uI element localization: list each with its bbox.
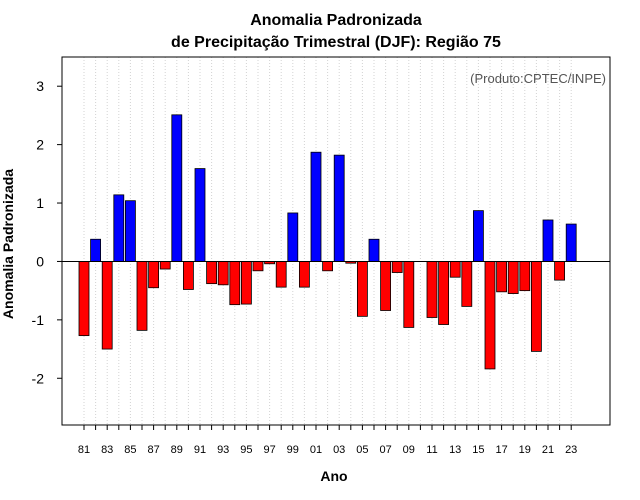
bar-95 <box>240 261 252 305</box>
source-annotation: (Produto:CPTEC/INPE) <box>470 71 606 86</box>
bar-06 <box>368 238 380 262</box>
bar-86 <box>136 261 148 331</box>
bar-03 <box>333 154 345 262</box>
bar-87 <box>148 261 160 289</box>
bar-09 <box>403 261 415 328</box>
x-tick-label: 89 <box>171 444 183 456</box>
y-tick-label: 0 <box>36 253 44 269</box>
x-tick-label: 95 <box>240 444 252 456</box>
x-tick-label: 03 <box>333 444 345 456</box>
x-tick-label: 87 <box>147 444 159 456</box>
bar-16 <box>484 261 496 370</box>
x-tick-label: 91 <box>194 444 206 456</box>
y-tick-label: 3 <box>36 78 44 94</box>
bar-99 <box>287 212 299 262</box>
bar-17 <box>496 261 508 293</box>
chart-title: Anomalia Padronizada <box>250 12 422 29</box>
bar-88 <box>159 261 171 270</box>
bar-85 <box>125 200 136 262</box>
bar-15 <box>472 210 484 262</box>
y-tick-label: 2 <box>36 137 44 153</box>
bar-96 <box>252 261 264 272</box>
chart-subtitle: de Precipitação Trimestral (DJF): Região… <box>171 34 501 51</box>
y-axis-label: Anomalia Padronizada <box>0 169 16 319</box>
x-tick-label: 05 <box>356 444 368 456</box>
x-tick-label: 81 <box>78 444 90 456</box>
x-tick-label: 99 <box>287 444 299 456</box>
x-tick-label: 15 <box>472 444 484 456</box>
bar-90 <box>182 261 194 290</box>
x-tick-label: 17 <box>495 444 507 456</box>
bar-21 <box>542 219 554 262</box>
bar-83 <box>101 261 113 350</box>
bar-93 <box>217 261 229 286</box>
bar-84 <box>113 194 125 262</box>
bar-12 <box>438 261 450 325</box>
plot-frame <box>61 56 611 426</box>
bar-00 <box>298 261 310 288</box>
x-tick-label: 83 <box>101 444 113 456</box>
bar-13 <box>449 261 461 278</box>
x-tick-label: 97 <box>263 444 275 456</box>
bar-92 <box>206 261 218 285</box>
x-tick-label: 85 <box>124 444 136 456</box>
x-tick-label: 13 <box>449 444 461 456</box>
bar-20 <box>531 261 542 352</box>
grid-lines <box>83 57 572 425</box>
y-axis: -2 -1 0 1 2 3 <box>32 78 62 386</box>
y-tick-label: 1 <box>36 195 44 211</box>
bars <box>78 114 577 370</box>
bar-01 <box>310 151 322 262</box>
bar-19 <box>519 261 531 292</box>
x-tick-label: 11 <box>426 444 437 456</box>
bar-89 <box>171 114 183 262</box>
x-axis: 81 83 85 87 89 91 93 95 97 99 01 03 05 07 09 11 13 15 17 19… <box>78 425 577 456</box>
x-tick-label: 23 <box>565 444 577 456</box>
x-tick-label: 09 <box>403 444 415 456</box>
bar-91 <box>194 168 206 262</box>
bar-07 <box>380 261 392 311</box>
bar-23 <box>565 223 577 262</box>
bar-05 <box>356 261 368 317</box>
bar-08 <box>391 261 403 273</box>
bar-81 <box>78 261 90 337</box>
bar-94 <box>229 261 241 306</box>
bar-02 <box>322 261 334 272</box>
x-tick-label: 19 <box>519 444 531 456</box>
x-tick-label: 01 <box>310 444 322 456</box>
bar-98 <box>275 261 287 288</box>
bar-11 <box>426 261 438 318</box>
y-tick-label: -2 <box>32 370 45 386</box>
x-axis-label: Ano <box>320 468 347 484</box>
bar-14 <box>461 261 473 307</box>
bar-82 <box>90 238 101 262</box>
bar-18 <box>507 261 519 294</box>
x-tick-label: 93 <box>217 444 229 456</box>
y-tick-label: -1 <box>32 312 45 328</box>
x-tick-label: 21 <box>542 444 554 456</box>
x-tick-label: 07 <box>379 444 391 456</box>
bar-22 <box>554 261 565 281</box>
